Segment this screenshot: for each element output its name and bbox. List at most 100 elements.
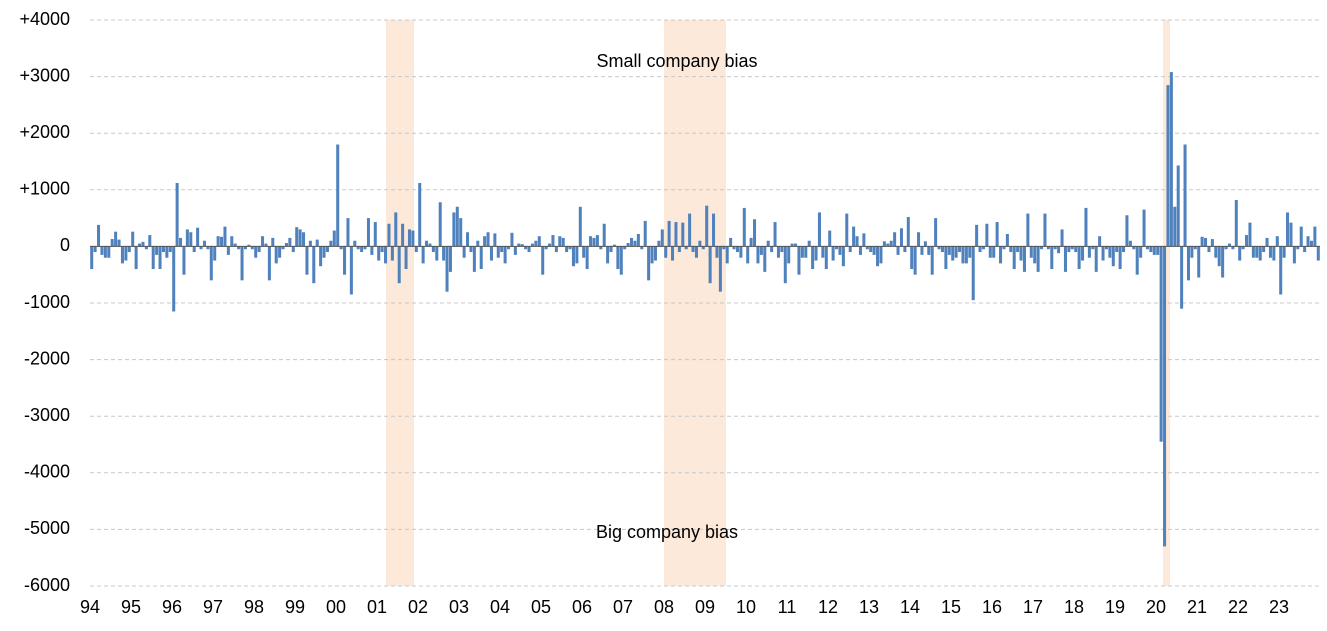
bar — [213, 246, 217, 261]
bar — [360, 246, 364, 253]
bar — [677, 246, 681, 253]
bar — [428, 243, 432, 247]
bar — [384, 246, 388, 264]
bar — [288, 237, 292, 247]
bar — [1238, 246, 1242, 261]
y-tick-label: +1000 — [19, 179, 70, 199]
bar — [418, 183, 422, 247]
bar — [254, 246, 258, 258]
bar — [1043, 213, 1047, 247]
bar — [954, 246, 958, 258]
bar — [930, 246, 934, 275]
bar — [602, 223, 606, 247]
bar — [1132, 246, 1136, 250]
bar — [698, 240, 702, 247]
bar — [1074, 246, 1078, 253]
bar — [274, 246, 278, 264]
bar — [148, 235, 152, 247]
x-tick-label: 05 — [531, 597, 551, 617]
bar — [1268, 246, 1272, 258]
bar — [619, 246, 623, 275]
bar — [1019, 246, 1023, 261]
bar — [1163, 246, 1167, 547]
bar — [1245, 235, 1249, 247]
bar — [329, 240, 333, 247]
bar — [390, 246, 394, 261]
bar — [923, 241, 927, 247]
bar — [155, 246, 159, 255]
x-tick-label: 02 — [408, 597, 428, 617]
bar — [448, 246, 452, 272]
annotation: Small company bias — [596, 51, 757, 71]
bar — [1111, 246, 1115, 267]
bar — [804, 246, 808, 258]
bar — [1135, 246, 1139, 275]
bar — [1142, 209, 1146, 247]
bar — [1207, 246, 1211, 253]
bar — [937, 246, 941, 250]
bar — [298, 229, 302, 247]
x-tick-label: 03 — [449, 597, 469, 617]
bar — [507, 246, 511, 250]
bar — [472, 246, 476, 272]
bar — [182, 246, 186, 275]
bar — [1292, 246, 1296, 264]
bar — [530, 243, 534, 247]
bar — [90, 246, 94, 270]
bar — [425, 240, 429, 247]
bar — [807, 240, 811, 247]
bar — [192, 246, 196, 253]
bar — [435, 246, 439, 261]
bar — [838, 246, 842, 255]
bar — [131, 231, 135, 247]
bar — [985, 223, 989, 247]
x-tick-label: 18 — [1064, 597, 1084, 617]
bar — [295, 227, 299, 247]
bar — [910, 246, 914, 270]
bar — [753, 219, 757, 247]
bar — [790, 243, 794, 247]
bar — [1275, 236, 1279, 247]
bar — [541, 246, 545, 275]
bar — [766, 240, 770, 247]
bar — [773, 222, 777, 247]
bar — [968, 246, 972, 258]
bar — [705, 205, 709, 247]
bar — [855, 236, 859, 247]
bar — [233, 243, 237, 247]
bar — [759, 246, 763, 255]
bar — [708, 246, 712, 284]
bar — [794, 243, 798, 247]
bar — [363, 246, 367, 250]
bar — [814, 246, 818, 261]
x-tick-label: 21 — [1187, 597, 1207, 617]
bar — [903, 246, 907, 253]
bar — [315, 239, 319, 247]
bar — [578, 206, 582, 247]
bar — [377, 246, 381, 261]
bar — [561, 237, 565, 247]
bar — [1094, 246, 1098, 272]
bar — [462, 246, 466, 258]
bar — [1173, 206, 1177, 247]
y-tick-label: -4000 — [24, 462, 70, 482]
x-tick-label: 07 — [613, 597, 633, 617]
bar — [1009, 246, 1013, 253]
bar — [189, 232, 193, 247]
bar — [353, 240, 357, 247]
bar — [971, 246, 975, 301]
x-tick-label: 17 — [1023, 597, 1043, 617]
bar — [489, 246, 493, 261]
bar — [196, 227, 200, 247]
bar — [127, 246, 131, 253]
bar — [865, 246, 869, 250]
bar — [240, 246, 244, 281]
bar — [1060, 229, 1064, 247]
bar — [1087, 246, 1091, 258]
bar — [548, 243, 552, 247]
bar — [636, 233, 640, 247]
bar — [694, 246, 698, 258]
bar — [1221, 246, 1225, 278]
bar — [1101, 246, 1105, 261]
